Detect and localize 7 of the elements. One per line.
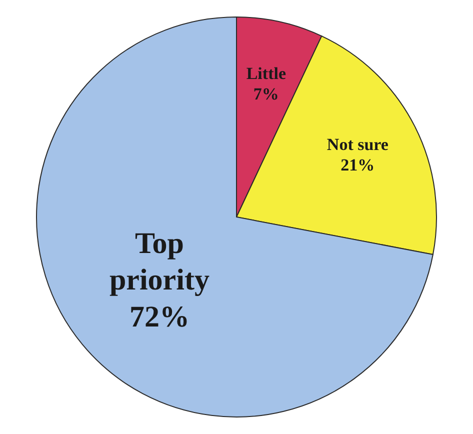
data-label: 72%	[129, 300, 190, 334]
slice-label: Little	[246, 64, 286, 83]
data-label: 21%	[340, 156, 375, 175]
pie-slice	[36, 16, 434, 418]
data-label: 7%	[253, 84, 279, 104]
slice-label: Top priority	[109, 227, 210, 297]
slice-label: Not sure	[326, 134, 389, 154]
